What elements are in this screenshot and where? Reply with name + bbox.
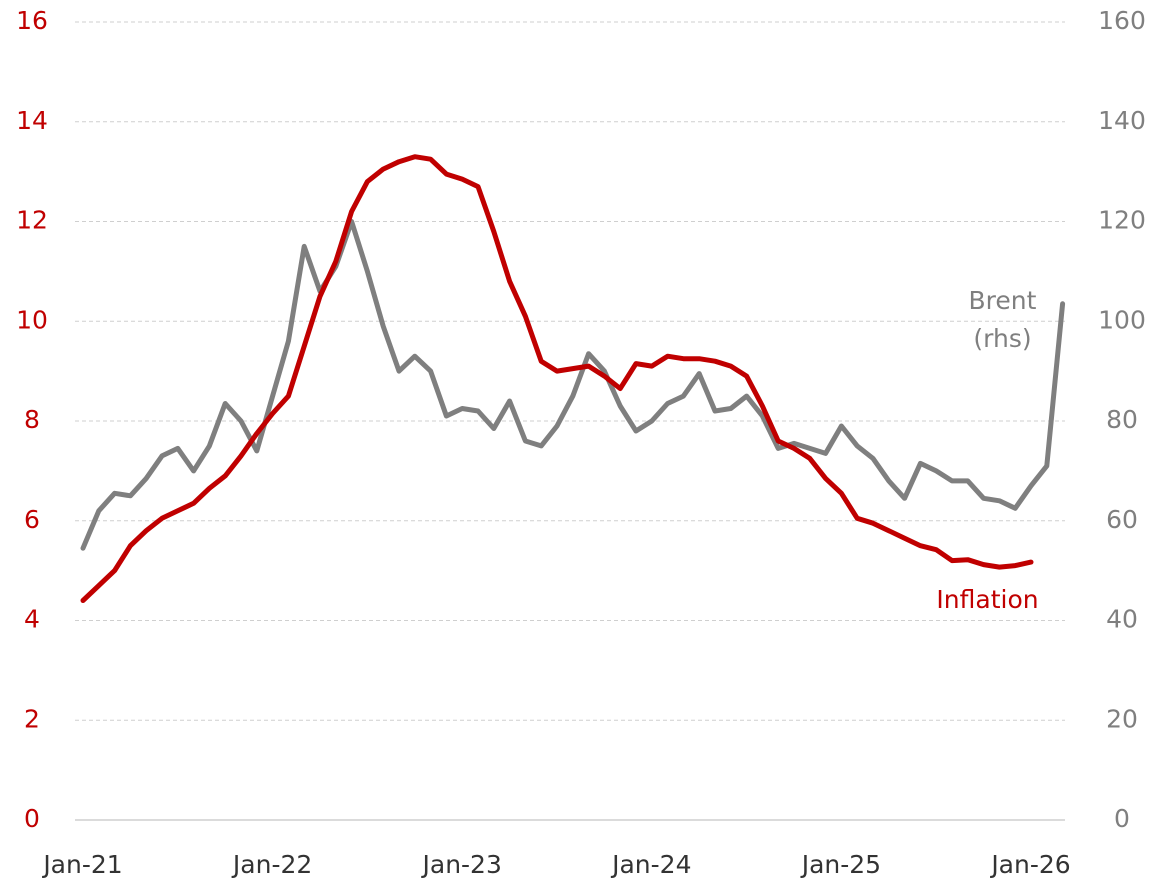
x-tick-label: Jan-25 [800,850,881,879]
y-tick-label: 4 [24,605,40,634]
y-tick-label: 8 [24,405,40,434]
y2-tick-label: 100 [1098,305,1146,334]
y2-tick-label: 80 [1106,405,1138,434]
y2-tick-label: 60 [1106,505,1138,534]
y2-tick-label: 40 [1106,605,1138,634]
x-tick-label: Jan-22 [231,850,312,879]
series-label: Inflation [936,585,1039,614]
y-tick-label: 12 [16,206,48,235]
y2-tick-label: 160 [1098,6,1146,35]
y-tick-label: 6 [24,505,40,534]
y-tick-label: 2 [24,704,40,733]
series-label: Brent (rhs) [968,286,1037,353]
y2-tick-label: 140 [1098,106,1146,135]
y-tick-label: 16 [16,6,48,35]
line [80,154,1034,603]
y-tick-label: 10 [16,305,48,334]
x-tick-label: Jan-24 [610,850,691,879]
y-tick-label: 14 [16,106,48,135]
y-tick-label: 0 [24,804,40,833]
x-tick-label: Jan-23 [421,850,502,879]
y2-tick-label: 120 [1098,206,1146,235]
x-tick-label: Jan-26 [989,850,1070,879]
x-tick-label: Jan-21 [41,850,122,879]
y2-tick-label: 20 [1106,704,1138,733]
y2-tick-label: 0 [1114,804,1130,833]
line [80,219,1066,551]
